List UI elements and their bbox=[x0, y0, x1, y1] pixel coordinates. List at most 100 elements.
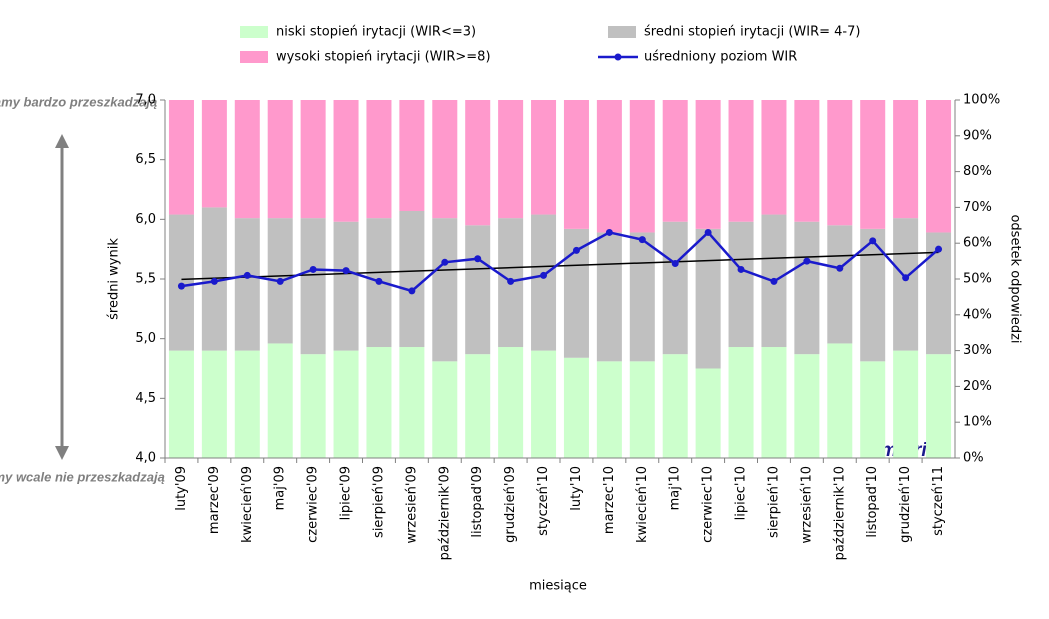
y2-axis-title: odsetek odpowiedzi bbox=[1008, 214, 1023, 343]
x-tick-label: styczeń'10 bbox=[536, 466, 551, 536]
y2-tick-label: 70% bbox=[963, 200, 992, 215]
line-point bbox=[770, 277, 778, 285]
x-tick-label: kwiecień'09 bbox=[240, 466, 255, 543]
bar-segment bbox=[234, 350, 260, 458]
line-point bbox=[210, 277, 218, 285]
y2-tick-label: 20% bbox=[963, 379, 992, 394]
legend-label: średni stopień irytacji (WIR= 4-7) bbox=[644, 25, 860, 40]
y-tick-label: 4,5 bbox=[135, 391, 156, 406]
bar-segment bbox=[860, 361, 886, 458]
line-point bbox=[902, 274, 910, 282]
bar-segment bbox=[234, 218, 260, 351]
bar-segment bbox=[168, 350, 194, 458]
bar-segment bbox=[399, 347, 425, 458]
y-tick-label: 6,5 bbox=[135, 152, 156, 167]
line-point bbox=[803, 257, 811, 265]
y2-tick-label: 50% bbox=[963, 272, 992, 287]
legend-swatch bbox=[240, 51, 268, 63]
x-tick-label: styczeń'11 bbox=[931, 466, 946, 536]
y-axis-title: średni wynik bbox=[107, 238, 122, 320]
bar-segment bbox=[531, 350, 557, 458]
bar-segment bbox=[761, 100, 787, 215]
y-tick-label: 7,0 bbox=[135, 93, 156, 108]
line-point bbox=[309, 265, 317, 273]
bar-segment bbox=[563, 357, 589, 458]
bar-segment bbox=[662, 221, 688, 355]
bar-segment bbox=[465, 100, 491, 226]
bar-segment bbox=[629, 232, 655, 362]
line-point bbox=[836, 264, 844, 272]
y2-tick-label: 80% bbox=[963, 164, 992, 179]
x-tick-label: marzec'10 bbox=[602, 466, 617, 534]
bar-segment bbox=[432, 218, 458, 362]
bar-segment bbox=[893, 100, 919, 219]
x-tick-label: marzec'09 bbox=[207, 466, 222, 534]
x-tick-label: wrzesień'10 bbox=[799, 466, 814, 544]
bar-segment bbox=[728, 221, 754, 348]
bar-segment bbox=[926, 100, 952, 233]
y-tick-label: 5,5 bbox=[135, 272, 156, 287]
x-tick-label: czerwiec'09 bbox=[306, 466, 321, 543]
bar-segment bbox=[827, 225, 853, 344]
y-tick-label: 6,0 bbox=[135, 212, 156, 227]
bar-segment bbox=[695, 228, 721, 369]
annotation-bottom: reklamy wcale nie przeszkadzają bbox=[0, 469, 165, 484]
bar-segment bbox=[465, 225, 491, 355]
y2-tick-label: 30% bbox=[963, 343, 992, 358]
line-point bbox=[605, 228, 613, 236]
bar-segment bbox=[794, 354, 820, 458]
trend-line bbox=[181, 251, 939, 281]
y-tick-label: 4,0 bbox=[135, 451, 156, 466]
y-tick-label: 5,0 bbox=[135, 331, 156, 346]
bar-segment bbox=[794, 221, 820, 355]
legend-swatch bbox=[608, 26, 636, 38]
line-point bbox=[869, 237, 877, 245]
line-point bbox=[737, 265, 745, 273]
bar-segment bbox=[728, 347, 754, 458]
line-point bbox=[276, 277, 284, 285]
line-point bbox=[243, 271, 251, 279]
line-point bbox=[671, 259, 679, 267]
bar-segment bbox=[333, 100, 359, 222]
bar-segment bbox=[531, 100, 557, 215]
bar-segment bbox=[168, 214, 194, 351]
line-point bbox=[704, 228, 712, 236]
bar-segment bbox=[465, 354, 491, 458]
bar-segment bbox=[267, 343, 293, 458]
bar-segment bbox=[267, 100, 293, 219]
annotation-top: reklamy bardzo przeszkadzają bbox=[0, 94, 157, 109]
bar-segment bbox=[498, 347, 524, 458]
legend-label: uśredniony poziom WIR bbox=[644, 50, 797, 65]
line-point bbox=[408, 287, 416, 295]
bar-segment bbox=[926, 354, 952, 458]
x-tick-label: listopad'09 bbox=[470, 466, 485, 538]
x-axis-title: miesiące bbox=[529, 579, 587, 594]
x-tick-label: wrzesień'09 bbox=[404, 466, 419, 544]
y2-tick-label: 60% bbox=[963, 236, 992, 251]
bar-segment bbox=[333, 350, 359, 458]
line-point bbox=[177, 282, 185, 290]
bar-segment bbox=[399, 210, 425, 348]
line-point bbox=[375, 277, 383, 285]
bar-segment bbox=[827, 343, 853, 458]
x-tick-label: sierpień'10 bbox=[766, 466, 781, 538]
legend-marker bbox=[614, 53, 622, 61]
legend-label: wysoki stopień irytacji (WIR>=8) bbox=[276, 50, 491, 65]
bar-segment bbox=[695, 368, 721, 458]
x-tick-label: luty'10 bbox=[569, 466, 584, 511]
legend-swatch bbox=[240, 26, 268, 38]
line-point bbox=[638, 236, 646, 244]
x-tick-label: kwiecień'10 bbox=[635, 466, 650, 543]
x-tick-label: maj'10 bbox=[668, 466, 683, 510]
bar-segment bbox=[300, 100, 326, 219]
x-tick-label: listopad'10 bbox=[865, 466, 880, 538]
bar-segment bbox=[893, 350, 919, 458]
x-tick-label: maj'09 bbox=[273, 466, 288, 510]
bar-segment bbox=[662, 354, 688, 458]
bar-segment bbox=[366, 100, 392, 219]
bar-segment bbox=[695, 100, 721, 229]
bar-segment bbox=[728, 100, 754, 222]
y2-tick-label: 90% bbox=[963, 128, 992, 143]
y2-tick-label: 10% bbox=[963, 415, 992, 430]
